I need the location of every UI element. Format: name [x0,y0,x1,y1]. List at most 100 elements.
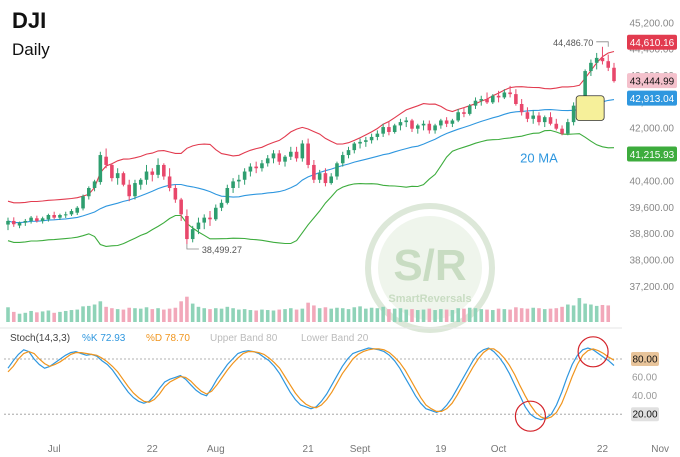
candle [554,118,559,131]
stoch-legend-item: %K 72.93 [82,333,126,344]
volume-bar [415,310,420,322]
candle [104,148,108,169]
volume-bar [531,307,535,322]
time-tick-label: 22 [147,444,159,455]
candle [11,217,16,227]
candle [369,133,374,144]
stoch-legend-item: %D 78.70 [146,333,190,344]
volume-bar [173,307,178,322]
volume-bar [115,309,120,322]
volume-bar [35,312,39,322]
volume-bar [554,308,559,322]
candle [531,110,535,124]
candle [17,221,22,229]
volume-bar [58,311,62,322]
candle-body [75,207,80,213]
candle-body [110,164,114,179]
volume-bar [283,309,287,322]
volume-bar [537,308,541,322]
volume-bar [110,308,114,322]
volume-bar [202,308,207,322]
volume-bar [352,307,357,322]
volume-bar [542,309,547,322]
chart-period: Daily [12,40,50,59]
volume-bar [456,308,460,322]
volume-bar [433,310,437,322]
candle-body [514,94,518,104]
stoch-legend-item: Stoch(14,3,3) [10,333,70,344]
volume-bar [81,306,85,322]
time-tick-label: Oct [491,444,507,455]
volume-bar [566,304,570,322]
volume-bar [329,308,333,322]
candle-body [271,153,276,159]
volume-bar [358,306,362,322]
volume-bar [340,308,345,322]
candle [300,140,305,162]
candle-body [491,95,495,103]
price-tick-label: 40,400.00 [630,176,675,187]
candle [202,214,207,230]
stoch-k-line [7,347,615,421]
volume-bar [17,313,22,322]
ma20-badge-bg [627,90,677,106]
candle-body [404,120,409,123]
candle [606,54,611,72]
candle-body [29,217,33,221]
candle-body [69,211,74,215]
candle-body [467,105,472,114]
volume-bar [213,308,218,322]
volume-bar [450,310,455,322]
candle [312,160,316,184]
volume-bar [496,308,501,322]
candle [375,130,380,141]
volume-bar [421,309,426,322]
candle-body [127,184,131,197]
candle [381,123,385,137]
candle [433,123,437,134]
time-tick-label: Nov [651,444,669,455]
candle-body [98,155,103,183]
time-tick-label: 21 [303,444,315,455]
volume-bar [514,307,518,322]
candle-body [52,215,56,218]
low-callout-label: 38,499.27 [202,245,242,255]
candle-body [317,173,322,180]
volume-pane [6,296,611,322]
candle-body [283,156,287,162]
candle [560,125,564,136]
candle-body [87,188,91,197]
volume-bar [289,308,293,322]
candle-body [58,215,62,218]
candle [594,52,599,70]
volume-bar [6,307,10,322]
stoch-lower-badge-bg [631,407,659,422]
candle [537,112,541,126]
volume-bar [439,309,443,322]
volume-bar [87,305,91,322]
candle-body [323,173,328,184]
price-pane: 44,486.70 38,499.27 20 MA [6,38,616,255]
candle-body [485,99,489,103]
candle-body [594,57,599,63]
volume-bar [519,308,524,322]
candle [248,163,253,177]
volume-bar [525,308,530,322]
volume-bar [179,301,183,322]
candle [190,225,195,243]
candle [167,168,172,192]
candle [404,117,409,128]
candle [115,168,120,185]
candle [352,141,357,154]
candle [46,213,51,222]
volume-bar [479,309,484,322]
candle-body [156,164,160,175]
volume-bar [317,308,322,322]
candle [40,216,45,224]
candle-body [531,115,535,119]
candle-body [254,166,258,169]
candle-body [242,171,247,180]
candle-body [202,217,207,223]
volume-bar [346,309,351,322]
volume-bar [29,310,33,322]
